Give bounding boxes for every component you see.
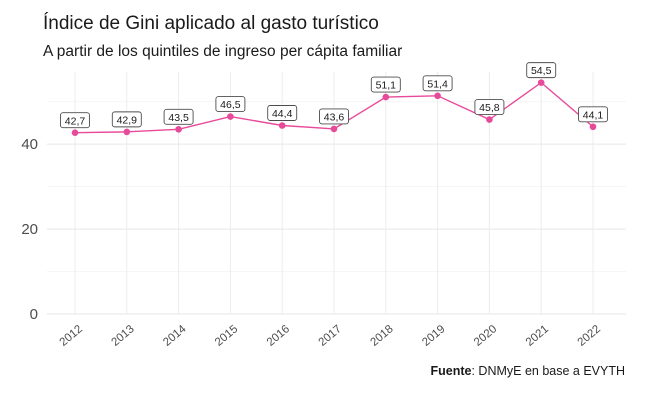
- data-point: [589, 123, 597, 131]
- data-label: 42,9: [111, 111, 142, 128]
- x-tick-label: 2020: [472, 323, 499, 349]
- data-label-text: 44,1: [583, 109, 604, 121]
- data-label-box: [215, 96, 246, 113]
- chart-title: Índice de Gini aplicado al gasto turísti…: [43, 13, 379, 34]
- data-label-text: 46,5: [220, 99, 241, 111]
- y-tick-label: 0: [30, 306, 38, 323]
- x-tick-label: 2016: [265, 323, 292, 349]
- data-point: [434, 92, 441, 100]
- x-tick-label: 2014: [161, 323, 189, 349]
- source-caption-text: : DNMyE en base a EVYTH: [471, 364, 625, 378]
- data-label: 51,4: [422, 75, 453, 92]
- source-caption: Fuente: DNMyE en base a EVYTH: [430, 364, 625, 378]
- data-point: [486, 116, 493, 123]
- data-label-text: 43,5: [168, 112, 189, 124]
- data-label: 44,1: [578, 106, 608, 123]
- data-label: 45,8: [474, 99, 505, 116]
- data-point: [123, 128, 131, 136]
- y-tick-label: 40: [21, 136, 38, 153]
- data-label: 44,4: [267, 105, 298, 121]
- data-label-text: 45,8: [479, 102, 500, 114]
- grid-lines: [47, 72, 626, 315]
- data-label-box: [319, 108, 349, 125]
- data-label-box: [267, 105, 298, 121]
- x-tick-label: 2017: [317, 323, 344, 349]
- x-tick-label: 2019: [420, 323, 447, 349]
- data-label: 43,5: [163, 108, 194, 125]
- data-label-box: [422, 75, 453, 92]
- data-label-box: [578, 106, 608, 123]
- data-label: 46,5: [215, 96, 246, 113]
- x-axis: 2012 2013 2014 2015 2016 2017 2018 2019 2020 2021…: [58, 323, 603, 349]
- data-label-box: [111, 111, 142, 128]
- x-tick-label: 2012: [58, 323, 85, 349]
- data-label-box: [60, 112, 90, 129]
- x-tick-label: 2015: [213, 323, 240, 349]
- data-label: 42,7: [60, 112, 90, 129]
- data-label-text: 42,9: [117, 114, 138, 126]
- data-point: [278, 122, 286, 129]
- y-axis: 0 20 40: [21, 136, 38, 323]
- x-tick-label: 2013: [109, 323, 136, 349]
- data-label: 54,5: [526, 62, 557, 79]
- x-tick-label: 2021: [524, 323, 551, 349]
- x-tick-label: 2022: [576, 323, 603, 349]
- data-label: 43,6: [319, 108, 349, 125]
- x-tick-label: 2018: [368, 323, 395, 349]
- data-series: [71, 79, 597, 137]
- data-point: [175, 126, 182, 133]
- data-point: [227, 113, 234, 120]
- data-label-text: 51,4: [427, 78, 448, 90]
- data-label-box: [474, 99, 505, 116]
- data-label-text: 42,7: [65, 115, 86, 127]
- data-label-text: 51,1: [376, 80, 397, 92]
- data-point: [71, 129, 79, 137]
- chart-subtitle: A partir de los quintiles de ingreso per…: [43, 43, 403, 60]
- data-label-box: [526, 62, 557, 79]
- data-label-text: 54,5: [531, 65, 552, 77]
- data-label-box: [163, 108, 194, 125]
- data-labels: 42,7 42,9 43,5 46,5 44,4 43,6 51,1 51,4 45,8 54,5…: [60, 62, 608, 129]
- source-caption-label: Fuente: [430, 364, 472, 378]
- data-label: 51,1: [370, 76, 401, 93]
- data-label-box: [370, 76, 401, 93]
- data-point: [537, 79, 545, 86]
- y-tick-label: 20: [21, 221, 38, 238]
- data-point: [330, 125, 338, 133]
- data-label-text: 44,4: [272, 108, 293, 120]
- data-label-text: 43,6: [324, 111, 345, 123]
- data-point: [382, 93, 390, 101]
